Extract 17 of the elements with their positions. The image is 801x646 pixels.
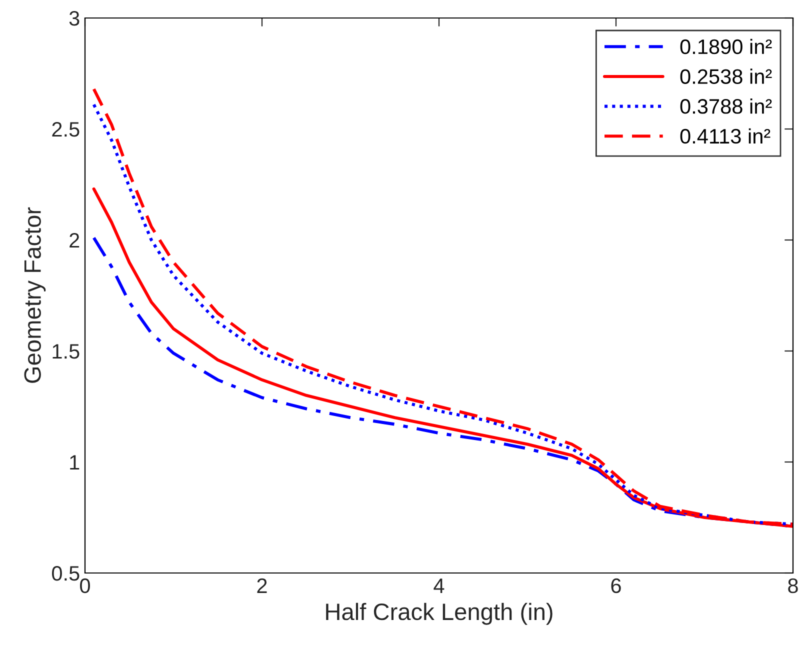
y-tick-label: 2: [70, 233, 80, 248]
x-axis-title: Half Crack Length (in): [326, 602, 552, 625]
x-tick-label: 4: [434, 578, 444, 593]
x-tick-label: 6: [611, 578, 621, 594]
y-tick-label: 2.5: [52, 122, 80, 137]
legend-label: 0.3788 in²: [680, 98, 772, 114]
x-tick-label: 2: [257, 578, 267, 593]
x-tick-label: 0: [80, 578, 90, 594]
y-tick-label: 1: [70, 455, 80, 470]
legend-label: 0.2538 in²: [680, 68, 772, 84]
x-tick-label: 8: [788, 578, 798, 594]
y-tick-label: 3: [69, 11, 80, 26]
legend-label: 0.1890 in²: [680, 38, 772, 54]
legend-label: 0.4113 in²: [680, 128, 770, 144]
y-tick-label: 0.5: [52, 566, 80, 581]
y-tick-label: 1.5: [52, 344, 80, 359]
y-axis-title: Geometry Factor: [24, 207, 46, 383]
